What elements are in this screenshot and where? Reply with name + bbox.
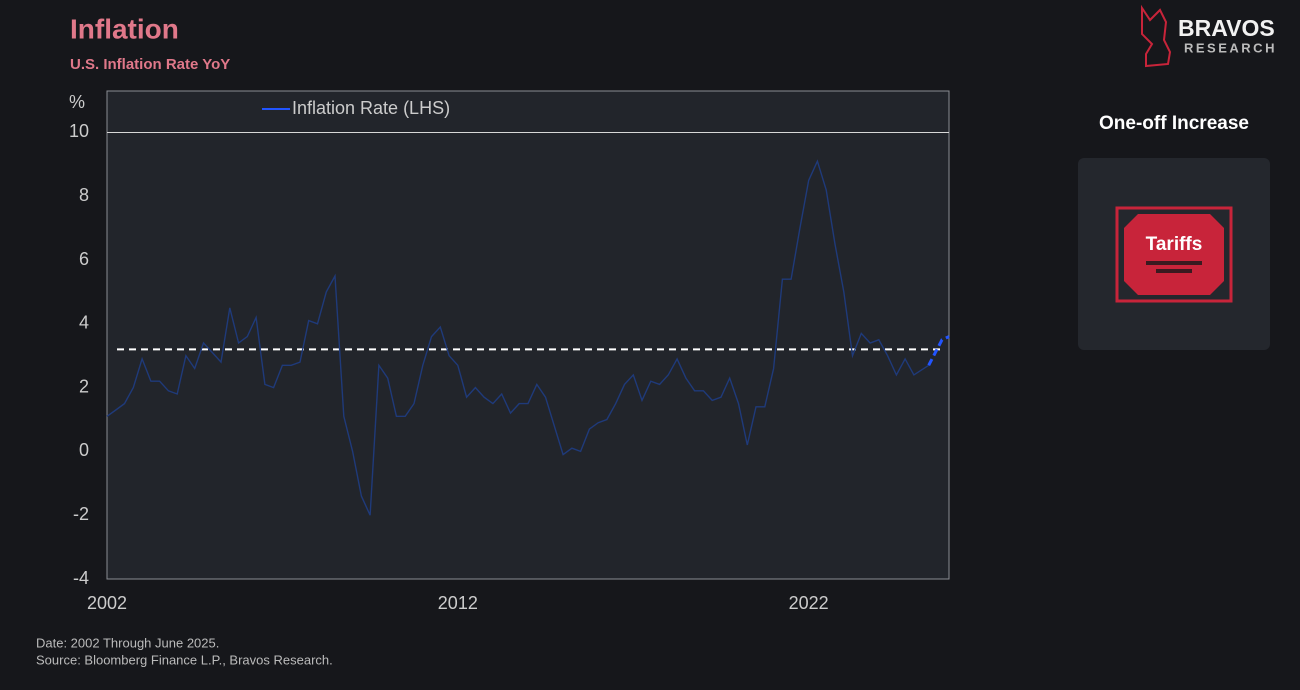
brand-name: BRAVOS [1178, 15, 1275, 41]
logo-icon [1141, 4, 1172, 68]
y-unit: % [69, 92, 85, 112]
plot-area [106, 90, 950, 580]
footer-source: Source: Bloomberg Finance L.P., Bravos R… [36, 652, 333, 667]
brand-tagline: RESEARCH [1184, 40, 1277, 55]
y-tick-label: 4 [79, 313, 89, 333]
ticket-border [1115, 206, 1233, 303]
ticket [1124, 214, 1224, 295]
y-tick-label: 2 [79, 376, 89, 396]
panel-heading: One-off Increase [1099, 113, 1249, 134]
y-tick-label: 6 [79, 249, 89, 269]
subtitle: U.S. Inflation Rate YoY [70, 56, 230, 73]
title: Inflation [70, 13, 179, 44]
ticket-bar [1156, 269, 1192, 273]
x-tick-label: 2022 [789, 593, 829, 613]
footer-date: Date: 2002 Through June 2025. [36, 635, 219, 650]
series-line [106, 159, 930, 516]
series-line [927, 335, 950, 366]
y-tick-label: 8 [79, 185, 89, 205]
x-tick-label: 2002 [87, 593, 127, 613]
y-tick-label: -2 [73, 504, 89, 524]
chart: % -4 -2 0 2 4 6 8 10 2002 2012 2022 Inflation Rate (… [69, 92, 950, 613]
logo: BRAVOS RESEARCH [1141, 4, 1277, 68]
y-tick-label: 0 [79, 440, 89, 460]
legend-label: Inflation Rate (LHS) [292, 98, 450, 118]
x-tick-label: 2012 [438, 593, 478, 613]
y-tick-label: -4 [73, 568, 89, 588]
ticket-bar [1146, 261, 1202, 265]
ticket-label: Tariffs [1146, 234, 1203, 255]
y-tick-label: 10 [69, 121, 89, 141]
